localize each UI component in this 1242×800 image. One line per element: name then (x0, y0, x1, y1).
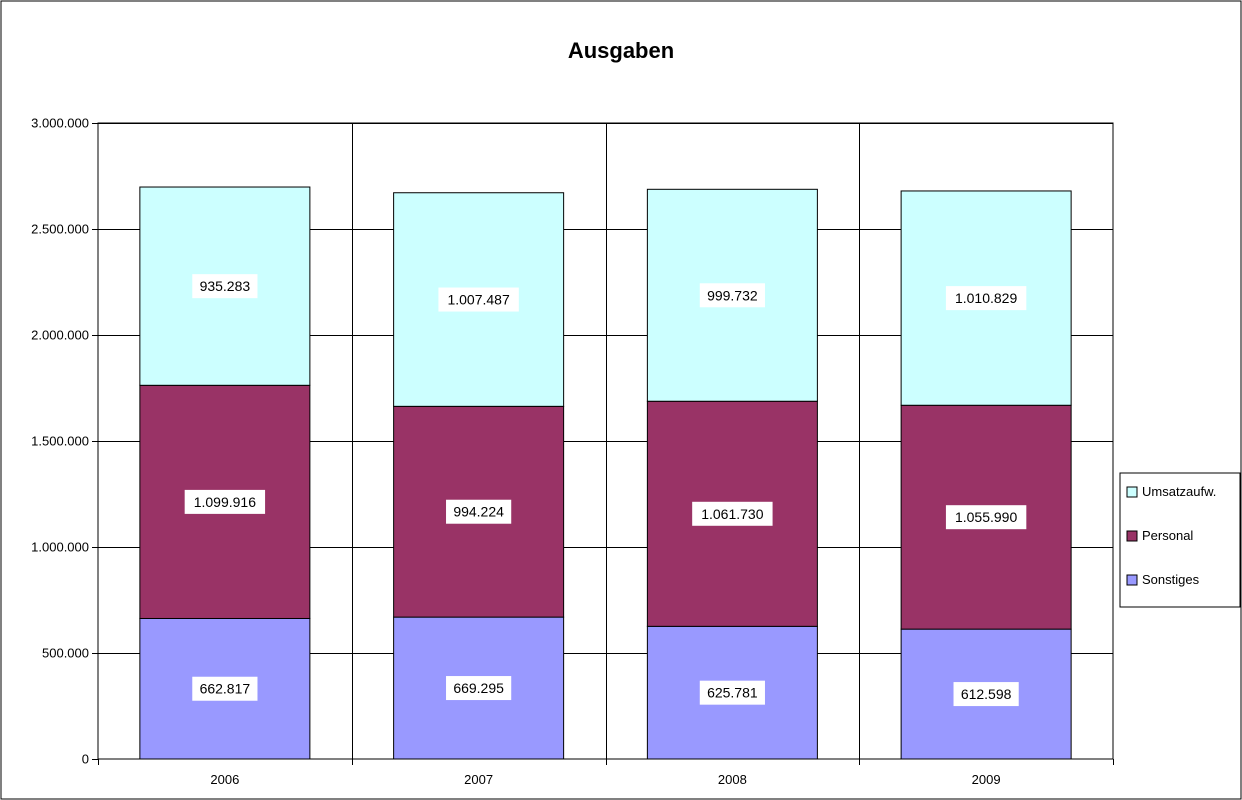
data-label: 1.007.487 (447, 292, 509, 308)
data-label: 999.732 (707, 287, 758, 303)
legend-swatch (1126, 530, 1138, 542)
data-label-box (699, 283, 765, 308)
y-tick-label: 3.000.000 (31, 116, 89, 131)
x-tick-label: 2007 (464, 772, 493, 787)
legend-label: Umsatzaufw. (1142, 484, 1216, 499)
legend-swatch (1126, 574, 1138, 586)
data-label: 935.283 (200, 278, 251, 294)
plot-area: 0 500.000 1.000.000 1.500.000 2.000.000 2.500… (31, 116, 1114, 787)
x-tick-label: 2008 (718, 772, 747, 787)
x-tick-label: 2006 (210, 772, 239, 787)
y-tick-label: 1.000.000 (31, 540, 89, 555)
y-tick-label: 2.000.000 (31, 328, 89, 343)
data-label-box (192, 274, 258, 299)
data-label: 1.099.916 (194, 494, 256, 510)
y-tick-label: 0 (82, 752, 89, 767)
y-tick-label: 500.000 (42, 646, 89, 661)
data-label-box (446, 676, 512, 701)
data-label: 1.055.990 (955, 509, 1017, 525)
chart-title: Ausgaben (568, 38, 674, 63)
data-label-box (699, 680, 765, 705)
data-label: 669.295 (453, 680, 504, 696)
data-label: 612.598 (961, 686, 1012, 702)
legend-label: Sonstiges (1142, 572, 1200, 587)
data-label: 1.061.730 (701, 506, 763, 522)
data-label: 1.010.829 (955, 290, 1017, 306)
data-label: 994.224 (453, 504, 504, 520)
legend-label: Personal (1142, 528, 1193, 543)
y-tick-label: 1.500.000 (31, 434, 89, 449)
data-label-box (945, 286, 1027, 311)
data-label-box (184, 489, 266, 514)
data-label: 625.781 (707, 685, 758, 701)
data-label-box (945, 505, 1027, 530)
data-label-box (953, 682, 1019, 707)
data-label: 662.817 (200, 681, 251, 697)
data-label-box (446, 499, 512, 524)
y-tick-label: 2.500.000 (31, 222, 89, 237)
data-label-box (438, 287, 519, 312)
legend: Umsatzaufw. Personal Sonstiges (1119, 472, 1241, 608)
legend-swatch (1126, 486, 1138, 498)
data-label-box (692, 501, 773, 526)
x-tick-label: 2009 (972, 772, 1001, 787)
data-label-box (192, 676, 258, 701)
legend-box (1119, 472, 1241, 608)
